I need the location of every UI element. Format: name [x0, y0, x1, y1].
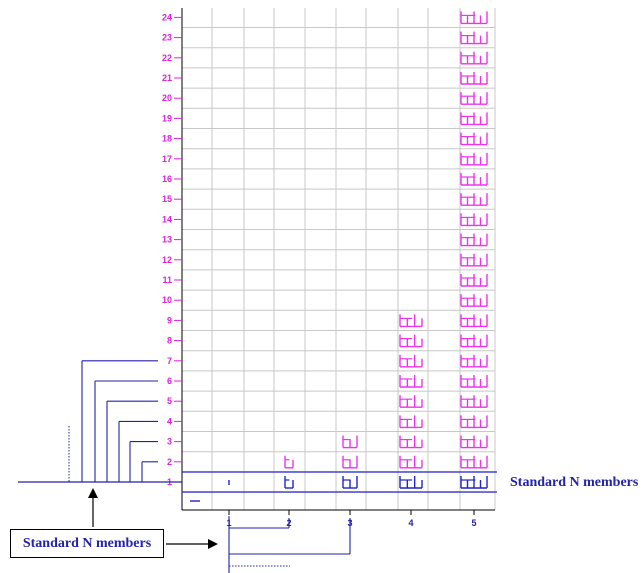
- glyph-cell: [399, 455, 423, 469]
- bottom-ladder-lines: [228, 516, 351, 573]
- y-tick-label: 6: [167, 376, 172, 386]
- y-tick-label: 3: [167, 437, 172, 447]
- y-tick-label: 14: [162, 214, 172, 224]
- y-tick-label: 9: [167, 315, 172, 325]
- y-tick-label: 16: [162, 174, 172, 184]
- arrow-up-head: [88, 488, 98, 498]
- glyph-cell: [399, 334, 423, 348]
- standard-members-label-box: Standard N members: [10, 529, 164, 558]
- glyph-cell: [399, 314, 423, 328]
- glyph-cell: [460, 314, 488, 328]
- glyph-cell: [460, 294, 488, 307]
- x-tick-label: 5: [471, 518, 476, 528]
- glyph-cell: [460, 435, 488, 449]
- grid-lines: [181, 8, 496, 510]
- glyph-cell: [284, 455, 294, 469]
- glyph-cell: [460, 11, 488, 25]
- glyph-cell: [342, 476, 358, 489]
- y-tick-label: 21: [162, 73, 172, 83]
- y-tick-label: 23: [162, 33, 172, 43]
- y-tick-label: 20: [162, 93, 172, 103]
- glyph-cell: [460, 132, 488, 146]
- y-tick-label: 15: [162, 194, 172, 204]
- glyph-cell: [460, 152, 488, 166]
- standard-members-label-right: Standard N members: [510, 475, 639, 490]
- glyph-cell: [399, 375, 423, 388]
- y-tick-label: 12: [162, 255, 172, 265]
- glyph-cell: [460, 415, 488, 429]
- y-tick-label: 13: [162, 235, 172, 245]
- glyph-cell: [342, 435, 358, 449]
- glyph-cell: [460, 173, 488, 186]
- glyph-cell: [460, 72, 488, 85]
- y-tick-label: 10: [162, 295, 172, 305]
- arrow-right-head: [208, 539, 218, 549]
- glyph-cell: [399, 435, 423, 449]
- y-tick-label: 7: [167, 356, 172, 366]
- glyph-cell: [460, 51, 488, 65]
- glyph-cell: [460, 253, 488, 267]
- glyph-cell: [460, 193, 488, 206]
- x-tick-label: 4: [408, 518, 413, 528]
- y-tick-label: 18: [162, 134, 172, 144]
- y-tick-label: 4: [167, 416, 172, 426]
- glyph-cell: [460, 395, 488, 408]
- glyph-cell: [399, 415, 423, 429]
- glyph-cell: [399, 476, 423, 489]
- x-axis-ticks: 12345: [226, 510, 477, 528]
- glyph-cell: [460, 233, 488, 247]
- glyph-cell: [460, 455, 488, 469]
- glyph-cell: [460, 112, 488, 126]
- y-tick-label: 24: [162, 12, 172, 22]
- glyph-cell: [284, 476, 294, 489]
- y-tick-label: 8: [167, 336, 172, 346]
- glyph-cell: [460, 334, 488, 348]
- glyph-cell: [399, 395, 423, 408]
- pattern-glyphs: [190, 11, 488, 502]
- left-ladder-lines: [68, 360, 158, 482]
- arrows: [88, 488, 218, 549]
- glyph-cell: [399, 354, 423, 368]
- axes: [181, 8, 495, 511]
- glyph-cell: [460, 375, 488, 388]
- glyph-cell: [460, 274, 488, 287]
- y-tick-label: 5: [167, 396, 172, 406]
- glyph-cell: [460, 354, 488, 368]
- glyph-cell: [460, 476, 488, 489]
- y-tick-label: 22: [162, 53, 172, 63]
- standard-row-band: [18, 471, 497, 493]
- y-tick-label: 11: [162, 275, 172, 285]
- y-tick-label: 17: [162, 154, 172, 164]
- glyph-cell: [460, 31, 488, 45]
- glyph-cell: [460, 92, 488, 105]
- y-tick-label: 19: [162, 113, 172, 123]
- glyph-cell: [460, 213, 488, 227]
- glyph-cell: [342, 455, 358, 469]
- y-tick-label: 2: [167, 457, 172, 467]
